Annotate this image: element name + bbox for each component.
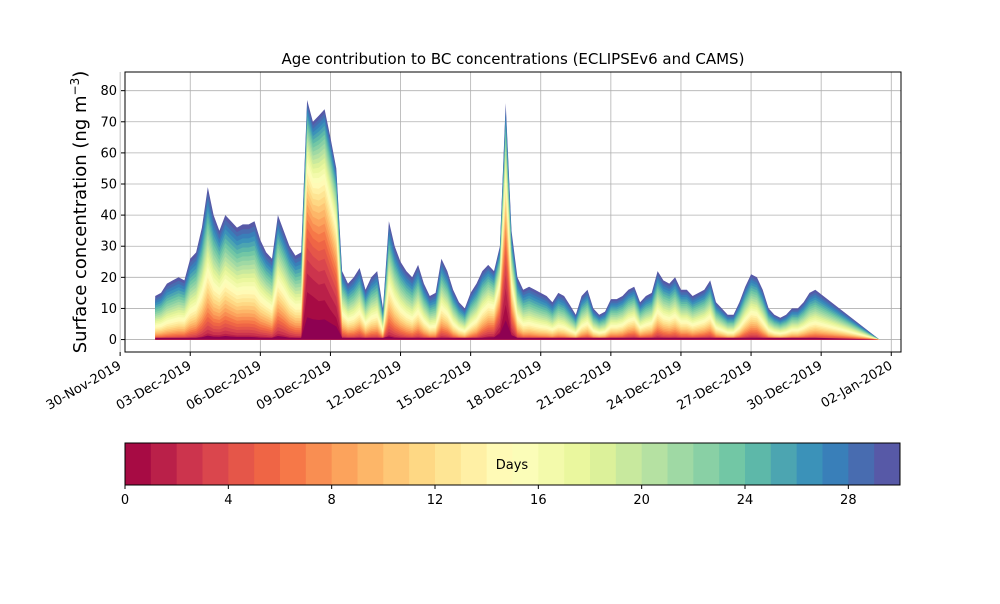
x-tick-label: 06-Dec-2019 [184,358,264,413]
age-band-fresh [155,317,880,340]
colorbar-segment [564,443,591,485]
colorbar-segment [719,443,746,485]
x-tick-label: 03-Dec-2019 [114,358,194,413]
colorbar-segment [693,443,720,485]
x-tick-label: 27-Dec-2019 [675,358,755,413]
x-tick-label: 30-Nov-2019 [44,358,124,413]
y-tick-label: 60 [100,146,117,161]
colorbar-segment [202,443,229,485]
colorbar-segment [176,443,203,485]
colorbar-segment [615,443,643,485]
colorbar-segment [331,443,358,485]
colorbar-tick-label: 16 [530,493,547,508]
y-tick-label: 30 [100,240,117,255]
colorbar-segment [745,443,772,485]
colorbar-frame [124,442,901,486]
stacked-age-areas [155,100,880,340]
y-tick-label: 40 [100,209,117,224]
x-tick-label: 18-Dec-2019 [464,358,544,413]
colorbar-segment [874,443,901,485]
colorbar-segment [848,443,875,485]
y-tick-label: 10 [100,302,117,317]
colorbar-tick-label: 8 [328,493,336,508]
colorbar-tick-label: 28 [840,493,857,508]
y-tick-label: 70 [100,115,117,130]
x-tick-label: 24-Dec-2019 [605,358,685,413]
colorbar-segment [796,443,823,485]
x-tick-label: 15-Dec-2019 [394,358,474,413]
y-tick-label: 50 [100,178,117,193]
colorbar-segment [305,443,333,485]
colorbar-segment [460,443,488,485]
colorbar-segment [590,443,617,485]
colorbar-segment [641,443,668,485]
chart-title: Age contribution to BC concentrations (E… [282,50,745,68]
colorbar-segment [435,443,462,485]
colorbar-segment [228,443,255,485]
colorbar-tick-label: 12 [427,493,444,508]
colorbar-segment [150,443,178,485]
colorbar: 0 4 8 12 16 20 24 28 [121,442,901,508]
x-axis-ticks: 30-Nov-201903-Dec-201906-Dec-201909-Dec-… [44,352,895,414]
colorbar-segment [512,443,539,485]
y-tick-label: 20 [100,271,117,286]
y-axis-label-close: ) [70,71,91,78]
colorbar-tick-label: 24 [737,493,754,508]
x-tick-label: 12-Dec-2019 [324,358,404,413]
y-tick-label: 80 [100,84,117,99]
y-axis-label-main: Surface concentration (ng m [70,95,91,353]
colorbar-segment [667,443,694,485]
y-axis-label: Surface concentration (ng m−3) [68,71,91,354]
colorbar-segment [770,443,798,485]
colorbar-segment [486,443,513,485]
x-tick-label: 21-Dec-2019 [534,358,614,413]
y-axis-label-exponent: −3 [68,78,82,96]
colorbar-segment [409,443,436,485]
colorbar-tick-label: 20 [633,493,650,508]
x-tick-label: 09-Dec-2019 [254,358,334,413]
colorbar-label: Days [496,458,529,473]
colorbar-segment [357,443,384,485]
colorbar-segment [538,443,565,485]
colorbar-segment [280,443,307,485]
y-axis-ticks: 0 10 20 30 40 50 60 70 80 [100,84,125,348]
plot-frame [124,71,902,353]
colorbar-segment [822,443,849,485]
colorbar-segment [254,443,281,485]
colorbar-tick-label: 0 [121,493,129,508]
colorbar-segment [125,443,152,485]
colorbar-tick-label: 4 [224,493,232,508]
y-tick-label: 0 [109,333,117,348]
x-tick-label: 30-Dec-2019 [745,358,825,413]
x-tick-label: 02-Jan-2020 [819,358,896,411]
colorbar-segment [383,443,410,485]
